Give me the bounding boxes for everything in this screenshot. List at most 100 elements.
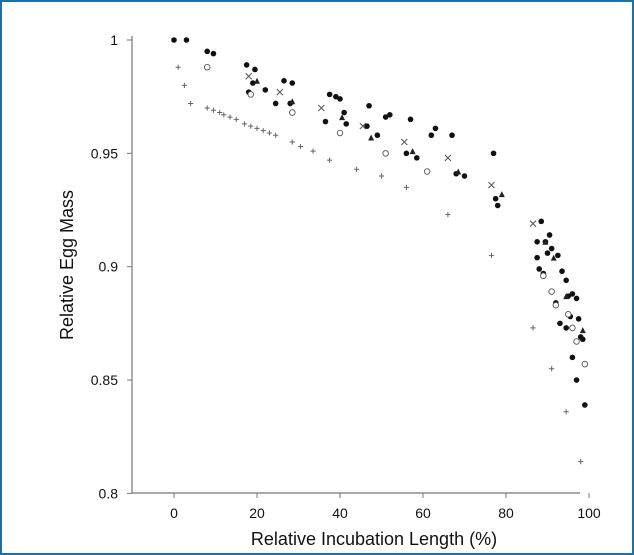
- data-point: [339, 114, 346, 121]
- data-point: [579, 336, 586, 343]
- data-point: [378, 173, 385, 179]
- y-tick-label: 1: [110, 32, 118, 48]
- data-point: [281, 78, 287, 84]
- data-point: [233, 116, 239, 122]
- data-point: [297, 143, 304, 150]
- data-point: [183, 37, 190, 43]
- data-point: [210, 107, 217, 113]
- data-point: [289, 139, 295, 145]
- data-point: [188, 100, 194, 107]
- data-point: [534, 254, 540, 261]
- data-point: [573, 295, 580, 302]
- series-triangle: [254, 77, 586, 334]
- data-point: [289, 80, 296, 86]
- data-point: [552, 301, 560, 309]
- x-axis-title: Relative Incubation Length (%): [251, 529, 497, 549]
- data-point: [530, 325, 536, 331]
- data-point: [488, 181, 495, 189]
- data-point: [289, 98, 296, 105]
- data-point: [555, 252, 561, 259]
- data-point: [326, 91, 333, 98]
- data-point: [573, 377, 580, 383]
- data-point: [252, 66, 258, 73]
- data-point: [557, 320, 563, 327]
- data-point: [248, 123, 254, 129]
- data-point: [354, 166, 360, 172]
- data-point: [488, 252, 495, 258]
- data-point: [579, 327, 586, 334]
- data-point: [563, 325, 569, 331]
- data-point: [400, 138, 408, 146]
- data-point: [581, 360, 589, 368]
- data-point: [175, 64, 181, 70]
- data-point: [428, 132, 435, 139]
- data-point: [534, 238, 540, 245]
- data-point: [569, 354, 576, 361]
- data-point: [538, 218, 545, 225]
- series-open-circle: [203, 63, 589, 368]
- data-point: [210, 50, 217, 57]
- data-point: [455, 168, 462, 175]
- data-point: [578, 459, 584, 465]
- data-point: [444, 154, 452, 162]
- data-point: [536, 266, 542, 272]
- series-filled-circle: [171, 37, 588, 408]
- data-point: [387, 112, 393, 118]
- data-point: [171, 37, 177, 43]
- axes: [131, 36, 580, 494]
- x-tick-label: 100: [577, 505, 601, 521]
- data-point: [529, 220, 537, 227]
- data-point: [322, 118, 329, 125]
- data-point: [262, 87, 269, 93]
- y-tick-label: 0.9: [99, 259, 119, 275]
- data-point: [204, 48, 210, 55]
- data-point: [317, 104, 325, 112]
- data-point: [540, 272, 547, 280]
- data-point: [549, 366, 555, 372]
- data-point: [276, 88, 284, 96]
- data-point: [550, 254, 557, 261]
- data-point: [343, 121, 350, 127]
- data-point: [266, 130, 273, 136]
- data-point: [573, 338, 580, 345]
- data-point: [227, 114, 233, 120]
- data-point: [432, 125, 439, 132]
- data-point: [563, 293, 570, 300]
- y-tick-label: 0.85: [91, 372, 118, 388]
- data-point: [423, 168, 431, 175]
- data-point: [565, 311, 572, 318]
- x-tick-label: 0: [170, 505, 178, 521]
- data-point: [382, 114, 389, 120]
- data-point: [204, 105, 210, 111]
- data-point: [492, 195, 499, 202]
- data-point: [563, 409, 569, 415]
- data-point: [413, 155, 420, 161]
- data-point: [272, 100, 279, 107]
- data-point: [221, 112, 227, 118]
- data-point: [203, 63, 211, 71]
- data-point: [310, 148, 316, 154]
- data-point: [569, 324, 576, 332]
- data-point: [260, 128, 266, 134]
- data-point: [337, 96, 343, 102]
- x-tick-label: 80: [498, 505, 514, 521]
- data-point: [254, 77, 260, 84]
- data-point: [544, 250, 551, 256]
- data-point: [181, 82, 187, 88]
- data-point: [559, 268, 565, 275]
- data-point: [382, 150, 389, 157]
- data-point: [548, 245, 555, 252]
- data-point: [366, 102, 372, 109]
- data-point: [569, 291, 576, 297]
- data-point: [273, 132, 279, 138]
- data-point: [461, 173, 468, 179]
- data-point: [336, 129, 344, 137]
- data-point: [563, 277, 569, 284]
- data-point: [494, 202, 501, 209]
- data-point: [449, 132, 455, 139]
- data-point: [374, 132, 381, 139]
- data-point: [490, 150, 497, 157]
- data-point: [548, 288, 555, 295]
